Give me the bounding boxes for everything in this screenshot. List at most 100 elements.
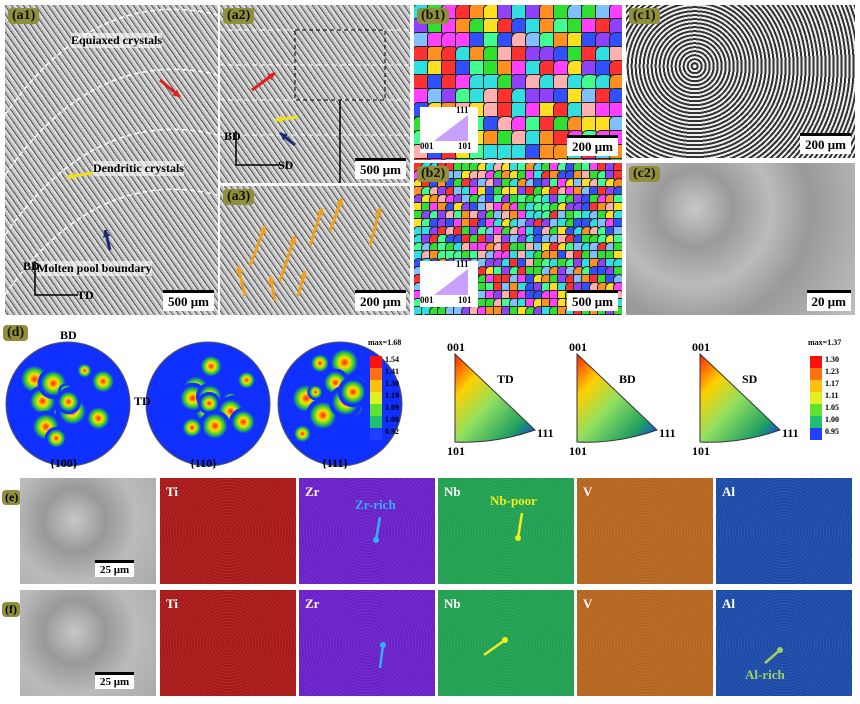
grain: [477, 234, 489, 246]
grain: [469, 18, 487, 36]
grain: [493, 306, 505, 315]
grain: [613, 242, 622, 254]
shape: [292, 423, 313, 444]
grain: [517, 290, 529, 302]
shape: [307, 383, 324, 401]
grain: [539, 74, 557, 92]
grain: [597, 170, 609, 182]
grain: [501, 290, 513, 302]
grain: [497, 144, 515, 160]
axis-label: SD: [278, 158, 294, 172]
grain: [549, 258, 561, 270]
graphic: [235, 265, 247, 297]
grain: [525, 158, 543, 160]
grain: [567, 60, 585, 78]
grain: [511, 144, 529, 160]
grain: [429, 194, 441, 206]
grain: [427, 88, 445, 106]
grain: [539, 5, 557, 22]
grain: [565, 202, 577, 214]
grain: [581, 234, 593, 246]
grain: [461, 178, 473, 190]
grain: [437, 306, 449, 315]
grain: [557, 234, 569, 246]
grain: [485, 290, 497, 302]
scale-label: max=1.68: [368, 338, 402, 347]
grain: [477, 290, 489, 302]
grain: [461, 242, 473, 254]
panel-b2: (b2) 500 μm 111 001 101: [414, 163, 622, 315]
grain: [511, 116, 529, 134]
grain: [595, 116, 613, 134]
grain: [421, 306, 433, 315]
grain: [485, 170, 497, 182]
grain: [539, 144, 557, 160]
shape: [76, 362, 94, 379]
grain: [517, 258, 529, 270]
shape: [370, 404, 382, 416]
grain: [541, 178, 553, 190]
grain: [525, 88, 543, 106]
grain: [541, 210, 553, 222]
shape: [370, 392, 382, 404]
grain: [429, 306, 441, 315]
axis-label: BD: [224, 129, 241, 143]
graphic: [434, 115, 468, 141]
grain: [605, 218, 617, 230]
grain: [414, 32, 431, 50]
grain: [533, 290, 545, 302]
grain: [597, 178, 609, 190]
grain: [533, 274, 545, 286]
shape: [370, 428, 382, 440]
grain: [501, 266, 513, 278]
annotation: Zr-rich: [355, 497, 396, 512]
grain: [437, 202, 449, 214]
grain: [539, 102, 557, 120]
grain: [597, 266, 609, 278]
grain: [421, 218, 433, 230]
eds-map: Nb: [438, 478, 574, 584]
grain: [493, 234, 505, 246]
grain: [477, 250, 489, 262]
grain: [509, 242, 521, 254]
grain: [541, 163, 553, 174]
grain: [453, 170, 465, 182]
grain: [557, 274, 569, 286]
grain: [493, 163, 505, 174]
grain: [597, 226, 609, 238]
grain: [477, 218, 489, 230]
grain: [421, 186, 433, 198]
grain: [437, 218, 449, 230]
ipf-label: 001: [420, 141, 434, 151]
grain: [414, 46, 431, 64]
grain: [549, 282, 561, 294]
grain: [541, 250, 553, 262]
grain: [437, 250, 449, 262]
ipf-label: 111: [456, 105, 469, 115]
annotation: Molten pool boundary: [37, 261, 152, 276]
annotation: Dendritic crystals: [93, 161, 184, 176]
grain: [509, 274, 521, 286]
grain: [539, 60, 557, 78]
grain: [497, 102, 515, 120]
grain: [533, 163, 545, 174]
grain: [441, 60, 459, 78]
grain: [429, 250, 441, 262]
grain: [427, 32, 445, 50]
grain: [605, 178, 617, 190]
grain: [533, 298, 545, 310]
grain: [501, 186, 513, 198]
grain: [414, 226, 425, 238]
grain: [589, 250, 601, 262]
graphic: [235, 131, 279, 166]
grain: [445, 178, 457, 190]
grain: [477, 282, 489, 294]
grain: [581, 266, 593, 278]
grain: [453, 242, 465, 254]
grain: [497, 5, 515, 22]
grain: [581, 158, 599, 160]
grain: [605, 306, 617, 315]
grain: [477, 298, 489, 310]
shape: [810, 416, 822, 428]
